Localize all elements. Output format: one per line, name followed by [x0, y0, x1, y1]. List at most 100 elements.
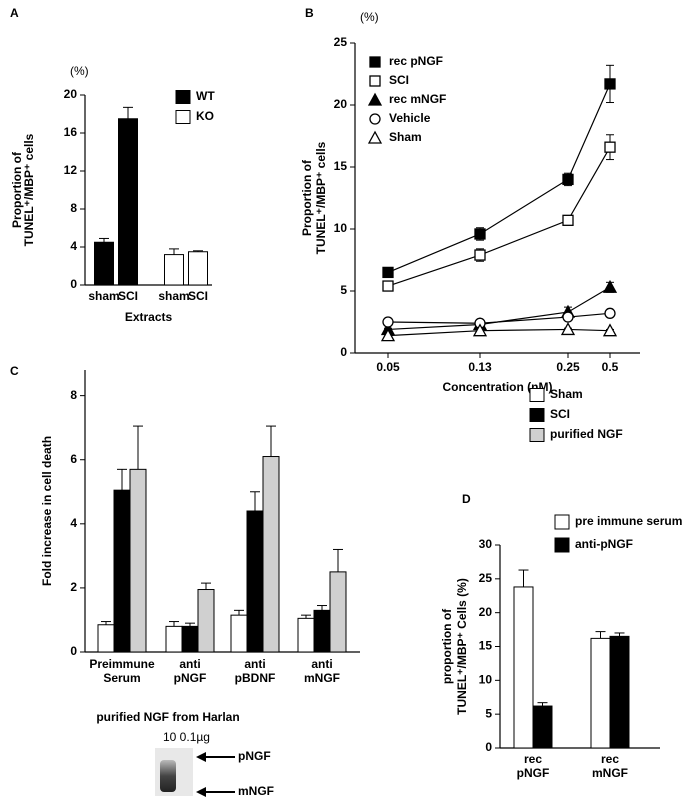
y-tick-label: 15	[334, 159, 348, 173]
x-tick-label: 0.13	[468, 360, 492, 374]
legend-marker	[369, 56, 381, 68]
y-axis-label: Proportion of	[10, 151, 24, 228]
bar	[609, 635, 630, 749]
bar	[513, 586, 534, 749]
legend-swatch	[175, 90, 191, 104]
y-unit: (%)	[70, 64, 89, 78]
y-unit: (%)	[360, 10, 379, 24]
y-tick-label: 10	[334, 221, 348, 235]
y-axis-label: TUNEL⁺/MBP⁺ Cells (%)	[455, 578, 469, 715]
panel-letter: B	[305, 6, 314, 20]
legend-swatch	[529, 428, 545, 442]
bar	[329, 571, 347, 653]
x-tick-label: Serum	[103, 671, 140, 685]
blot-band	[160, 760, 176, 792]
x-tick-label: anti	[311, 657, 332, 671]
y-tick-label: 5	[340, 283, 347, 297]
marker	[604, 141, 616, 153]
bar	[113, 489, 131, 653]
y-tick-label: 5	[485, 706, 492, 720]
line	[387, 146, 611, 287]
x-tick-label: 0.05	[376, 360, 400, 374]
legend-marker	[367, 92, 383, 106]
marker	[602, 279, 618, 293]
legend-swatch	[554, 537, 570, 553]
legend-marker	[369, 113, 381, 125]
y-tick-label: 0	[340, 345, 347, 359]
legend-label: WT	[196, 89, 215, 103]
y-tick-label: 4	[70, 516, 77, 530]
blot-title: purified NGF from Harlan	[96, 710, 239, 724]
bar	[97, 624, 115, 653]
y-axis-label: Proportion of	[300, 159, 314, 236]
y-tick-label: 15	[479, 639, 493, 653]
y-axis-label: proportion of	[440, 608, 454, 684]
marker	[382, 316, 394, 328]
bar	[262, 456, 280, 653]
bar	[188, 251, 208, 286]
marker	[604, 78, 616, 90]
x-tick-label: mNGF	[592, 766, 628, 780]
legend-label: purified NGF	[550, 427, 623, 441]
bar	[230, 614, 248, 653]
marker	[562, 173, 574, 186]
legend-label: rec mNGF	[389, 92, 446, 106]
bar	[165, 625, 183, 653]
marker	[474, 249, 486, 261]
legend-label: SCI	[389, 73, 409, 87]
marker	[472, 323, 488, 337]
panel-letter: A	[10, 6, 19, 20]
y-tick-label: 20	[334, 97, 348, 111]
line	[387, 286, 611, 331]
arrow-head	[196, 787, 206, 797]
x-tick-label: anti	[244, 657, 265, 671]
y-tick-label: 0	[70, 644, 77, 658]
y-tick-label: 25	[334, 35, 348, 49]
line	[387, 328, 611, 337]
bar	[313, 609, 331, 653]
x-tick-label: rec	[601, 752, 619, 766]
panel-letter: C	[10, 364, 19, 378]
legend-label: Sham	[389, 130, 422, 144]
x-tick-label: 0.5	[602, 360, 619, 374]
marker	[562, 311, 574, 323]
y-axis-label: TUNEL⁺/MBP⁺ cells	[22, 133, 36, 246]
bar	[590, 637, 611, 749]
legend-label: KO	[196, 109, 214, 123]
y-tick-label: 4	[70, 239, 77, 253]
x-tick-label: 0.25	[556, 360, 580, 374]
x-tick-label: sham	[88, 289, 119, 303]
bar	[197, 589, 215, 653]
x-tick-label: pNGF	[174, 671, 207, 685]
legend-marker	[367, 130, 383, 144]
legend-label: pre immune serum	[575, 514, 682, 528]
bar	[129, 468, 147, 653]
marker	[562, 214, 574, 226]
y-tick-label: 20	[479, 605, 493, 619]
bar	[532, 705, 553, 749]
x-tick-label: SCI	[188, 289, 208, 303]
legend-label: Sham	[550, 387, 583, 401]
marker	[380, 328, 396, 342]
x-tick-label: rec	[524, 752, 542, 766]
x-tick-label: Preimmune	[89, 657, 155, 671]
y-tick-label: 25	[479, 571, 493, 585]
x-tick-label: SCI	[118, 289, 138, 303]
x-tick-label: sham	[158, 289, 189, 303]
bar	[297, 617, 315, 653]
y-tick-label: 30	[479, 537, 493, 551]
marker	[560, 322, 576, 336]
band-label: mNGF	[238, 784, 274, 798]
y-tick-label: 12	[64, 163, 78, 177]
bar	[164, 254, 184, 286]
legend-swatch	[529, 408, 545, 422]
y-axis-label: TUNEL⁺/MBP⁺ cells	[314, 141, 328, 254]
marker	[382, 266, 394, 279]
line	[387, 312, 611, 324]
x-axis-label: Extracts	[125, 310, 173, 324]
legend-label: rec pNGF	[389, 54, 443, 68]
y-tick-label: 6	[70, 452, 77, 466]
bar	[246, 510, 264, 653]
panel-letter: D	[462, 492, 471, 506]
